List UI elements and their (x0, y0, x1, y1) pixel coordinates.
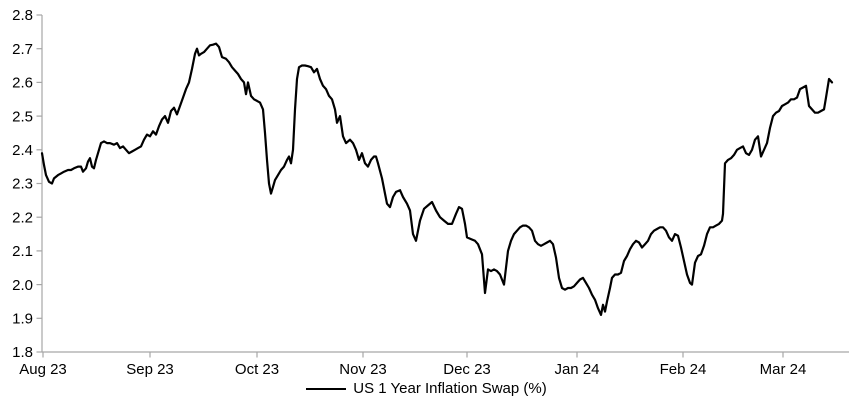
x-tick-label: Nov 23 (339, 361, 387, 378)
y-tick-label: 1.8 (12, 344, 33, 361)
x-tick-label: Feb 24 (660, 361, 707, 378)
y-tick-label: 2.1 (12, 243, 33, 260)
x-tick-label: Aug 23 (19, 361, 67, 378)
x-tick-label: Sep 23 (126, 361, 174, 378)
y-tick-label: 2.0 (12, 277, 33, 294)
x-tick-label: Mar 24 (760, 361, 807, 378)
x-tick-label: Oct 23 (235, 361, 279, 378)
y-tick-label: 1.9 (12, 311, 33, 328)
y-tick-label: 2.5 (12, 108, 33, 125)
series-line-us-1y-inflation-swap (40, 42, 834, 316)
y-tick-label: 2.2 (12, 209, 33, 226)
x-tick-label: Jan 24 (554, 361, 599, 378)
y-tick-label: 2.3 (12, 176, 33, 193)
y-tick-label: 2.8 (12, 7, 33, 24)
y-tick-label: 2.6 (12, 75, 33, 92)
y-tick-label: 2.4 (12, 142, 33, 159)
y-tick-label: 2.7 (12, 41, 33, 58)
x-tick-label: Dec 23 (443, 361, 491, 378)
